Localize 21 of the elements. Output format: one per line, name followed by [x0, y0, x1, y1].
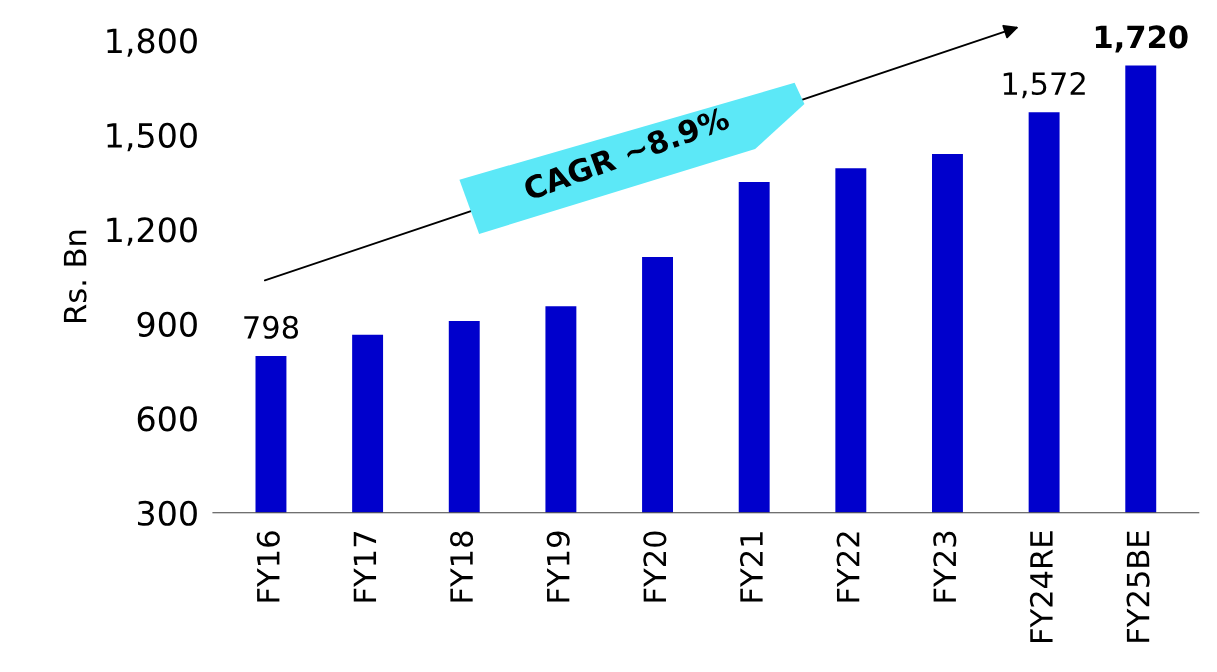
x-tick-label: FY21 [739, 532, 763, 602]
data-label: 1,572 [1003, 71, 1085, 99]
y-tick-label: 600 [137, 406, 197, 432]
y-tick-label: 1,200 [107, 217, 197, 246]
annotation: CAGR ~8.9% [522, 106, 731, 201]
y-axis-title: Rs. Bn [63, 230, 87, 322]
x-tick-label: FY19 [546, 531, 570, 602]
x-tick-label: FY17 [353, 532, 377, 602]
y-tick-label: 900 [137, 311, 197, 337]
x-tick-label: FY20 [643, 531, 667, 602]
x-tick-label: FY23 [933, 531, 957, 602]
x-tick-label: FY22 [836, 532, 860, 602]
y-tick-label: 300 [138, 500, 197, 526]
x-tick-label: FY24RE [1029, 531, 1053, 643]
data-label: 1,720 [1095, 25, 1188, 53]
x-tick-label: FY25BE [1126, 531, 1150, 642]
x-tick-label: FY18 [450, 531, 474, 602]
y-tick-label: 1,800 [107, 28, 197, 57]
y-tick-label: 1,500 [107, 122, 197, 152]
data-label: 798 [244, 315, 299, 339]
x-tick-label: FY16 [256, 531, 280, 602]
